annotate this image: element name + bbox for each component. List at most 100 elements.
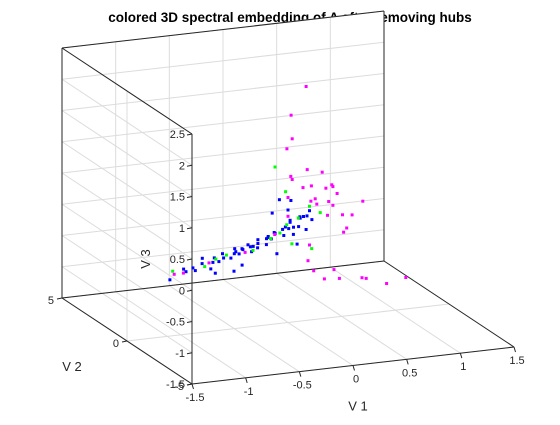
data-point [274,166,277,169]
x-tick-label: 0 [353,374,359,386]
data-point [182,272,185,275]
data-point [201,262,204,265]
data-point [238,252,241,255]
data-point [330,183,333,186]
data-point [326,214,329,217]
data-point [285,223,288,226]
data-point [256,242,259,245]
data-point [292,226,295,229]
z-tick-label: 0 [179,285,185,297]
data-point [292,233,295,236]
z-tick-label: -0.5 [166,317,185,329]
data-point [281,228,284,231]
data-point [305,228,308,231]
data-point [308,209,311,212]
data-point [297,217,300,220]
data-point [252,249,255,252]
x-axis-label: V 1 [348,399,368,414]
data-point [351,213,354,216]
data-point [365,277,368,280]
data-point [171,270,174,273]
data-point [310,184,313,187]
data-point [214,258,217,261]
data-point [282,234,285,237]
data-point [201,257,204,260]
z-tick-label: 1.5 [170,192,185,204]
data-point [203,265,206,268]
data-point [221,252,224,255]
data-point [225,254,228,257]
data-point [278,232,281,235]
data-point [233,247,236,250]
data-point [233,270,236,273]
data-point [323,277,326,280]
data-point [336,192,339,195]
z-tick-label: 1 [179,223,185,235]
data-point [244,251,247,254]
data-point [285,147,288,150]
data-point [305,85,308,88]
x-tick-label: -0.5 [293,380,312,392]
z-axis-label: V 3 [138,249,153,269]
y-tick-mark [57,298,62,299]
data-point [291,137,294,140]
x-tick-mark [353,366,355,371]
data-point [302,186,305,189]
data-point [209,267,212,270]
y-tick-mark [122,341,127,342]
x-tick-mark [407,359,409,364]
data-point [289,175,292,178]
data-point [308,205,311,208]
data-point [290,114,293,117]
data-point [309,200,312,203]
data-point [308,244,311,247]
data-point [302,215,305,218]
y-tick-label: 5 [48,295,54,307]
data-point [191,266,194,269]
data-point [319,211,322,214]
data-point [338,277,341,280]
data-point [194,269,197,272]
data-point [314,197,317,200]
data-point [275,252,278,255]
data-point [306,168,309,171]
data-point [269,237,272,240]
data-point [168,278,171,281]
x-tick-mark [514,347,516,352]
data-point [208,261,211,264]
y-axis-label: V 2 [62,359,82,374]
z-tick-label: 2.5 [170,129,185,141]
data-point [222,257,225,260]
data-point [345,227,348,230]
data-point [214,272,217,275]
data-point [310,218,313,221]
data-point [229,257,232,260]
data-point [182,268,185,271]
x-tick-label: 0.5 [402,367,417,379]
data-point [307,259,310,262]
z-tick-mark [187,384,192,385]
data-point [211,261,214,264]
data-point [287,215,290,218]
data-point [284,190,287,193]
data-point [287,196,290,199]
data-point [289,219,292,222]
data-point [361,276,364,279]
data-point [185,270,188,273]
data-point [234,250,237,253]
data-point [333,268,336,271]
data-point [296,243,299,246]
data-point [278,198,281,201]
data-point [241,264,244,267]
data-point [252,245,255,248]
y-tick-label: 0 [113,338,119,350]
data-point [342,231,345,234]
data-point [297,225,300,228]
data-point [315,203,318,206]
z-tick-label: -1.5 [166,379,185,391]
data-point [312,269,315,272]
data-point [265,243,268,246]
data-point [256,238,259,241]
